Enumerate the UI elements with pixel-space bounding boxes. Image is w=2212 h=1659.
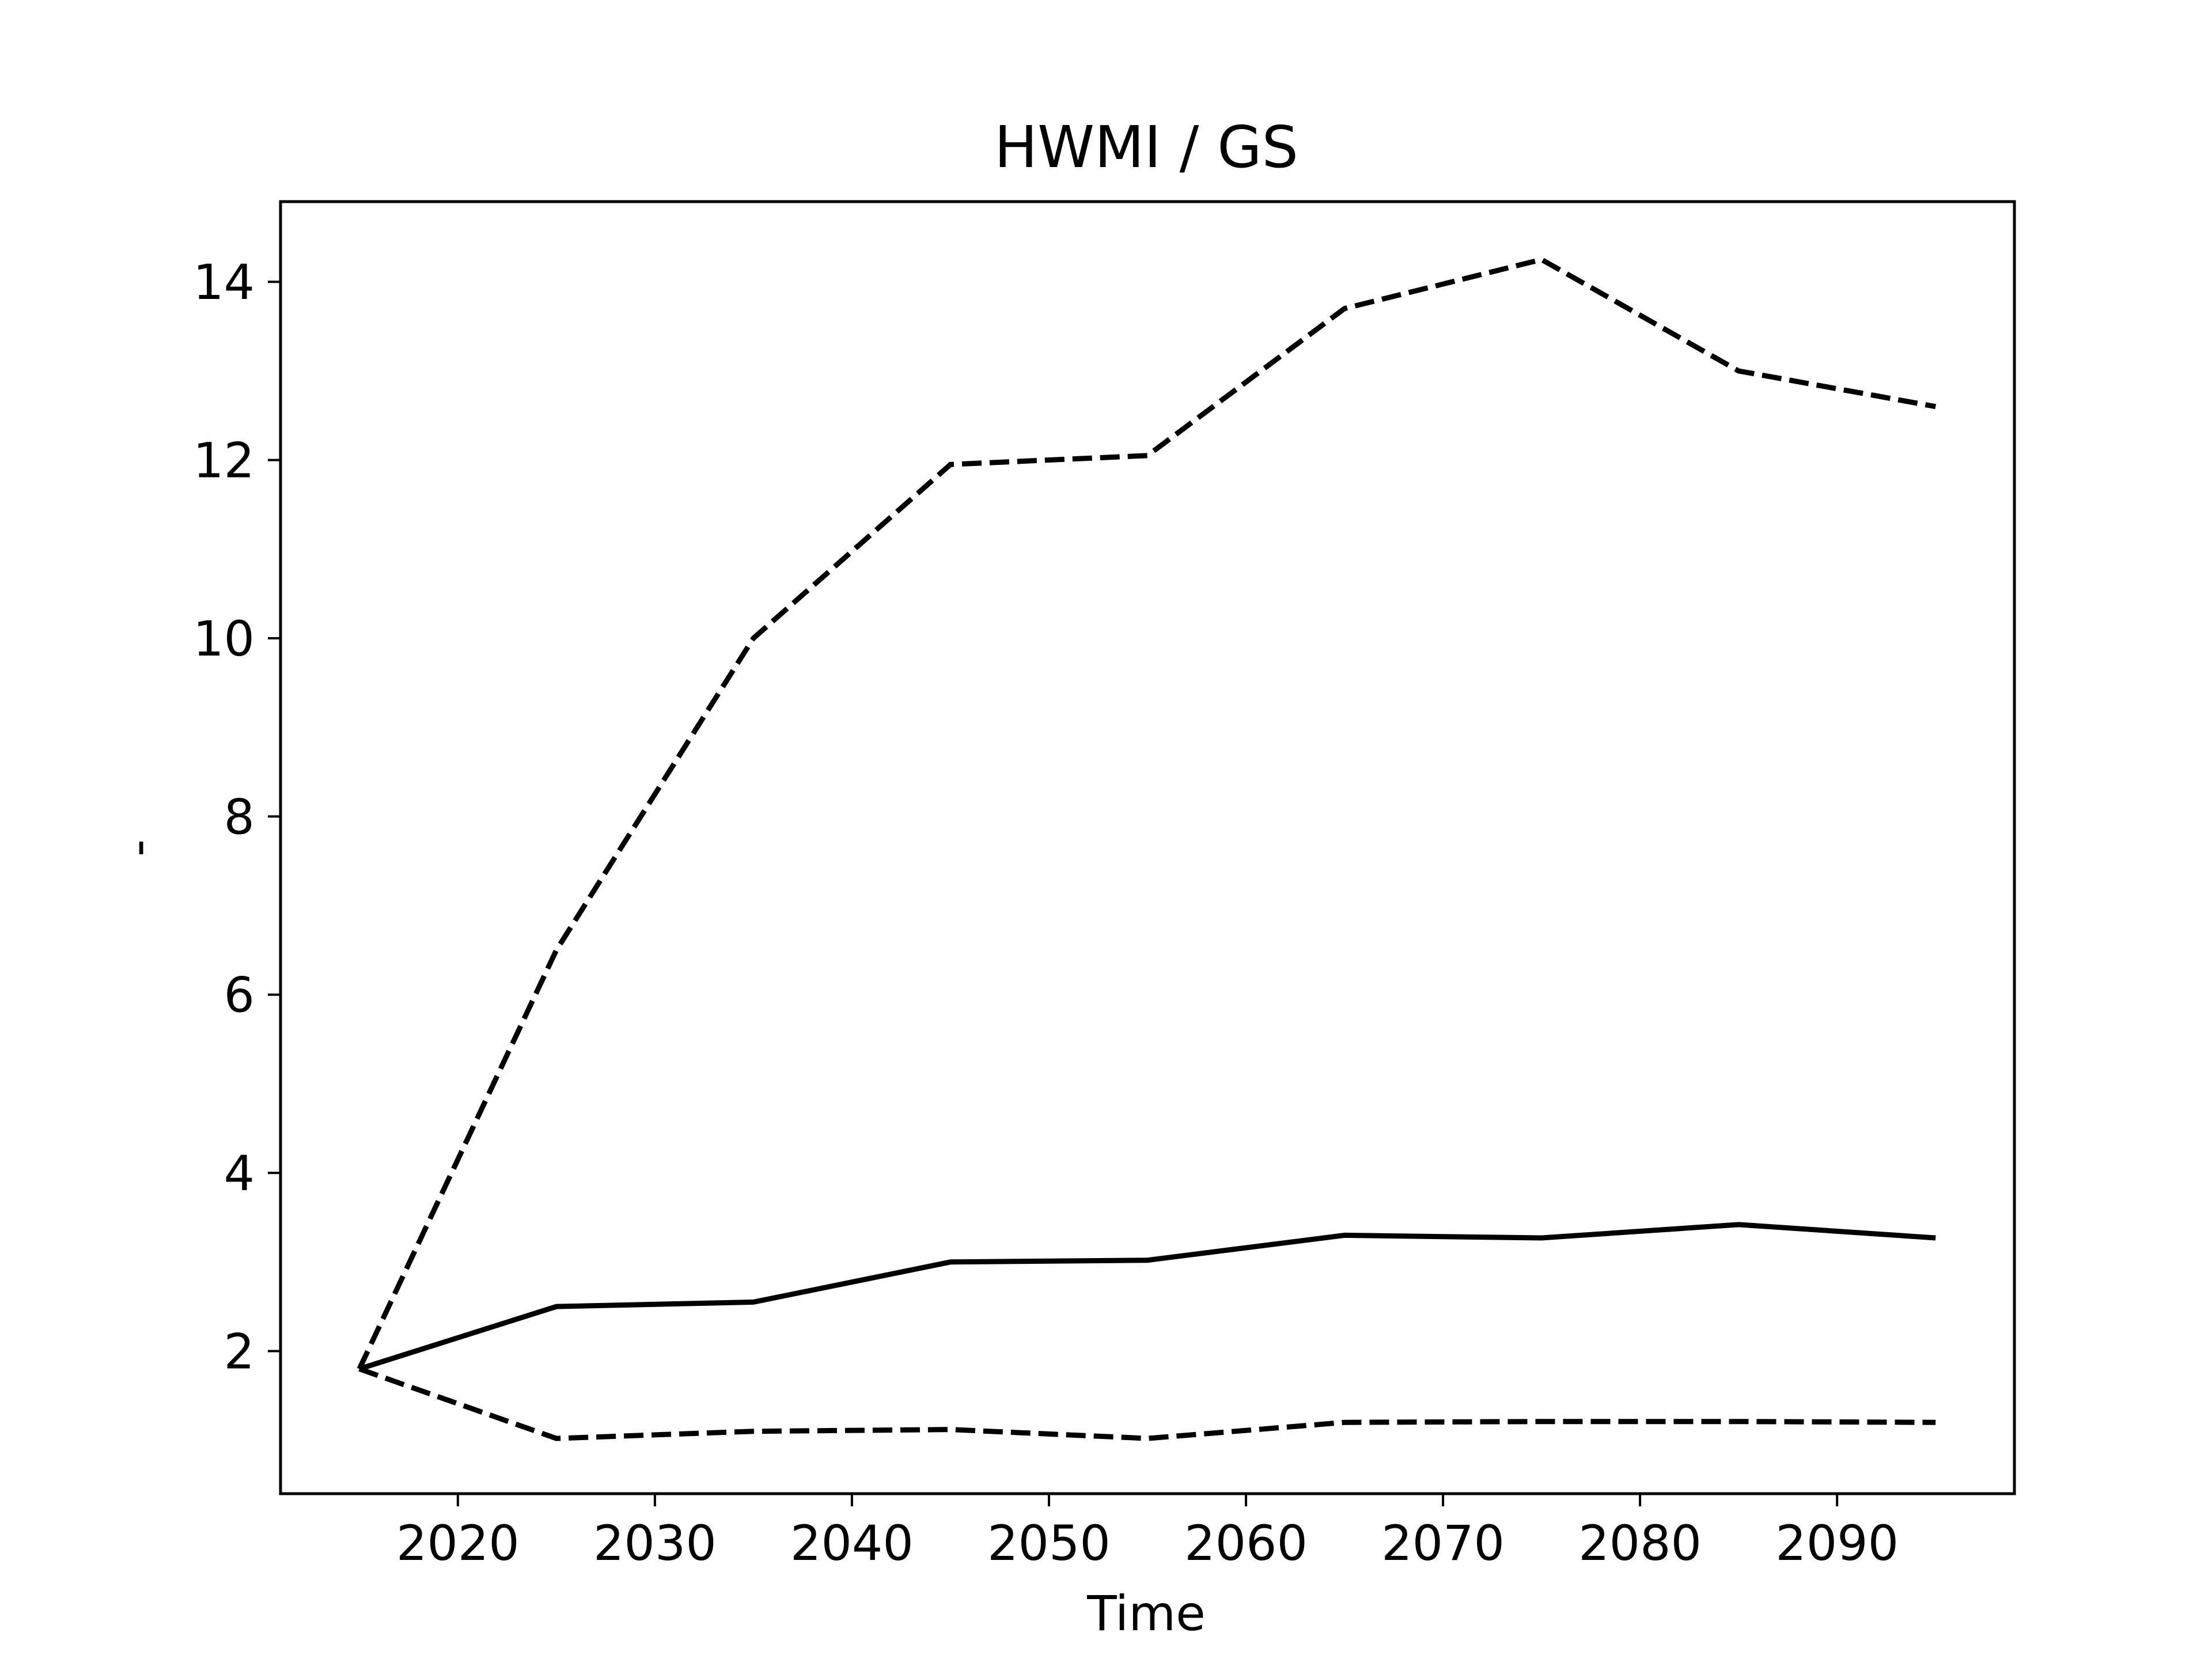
y-tick-label: 14 [193, 254, 255, 310]
y-tick-label: 10 [193, 611, 255, 667]
y-tick-label: 8 [224, 789, 255, 845]
x-tick-label: 2070 [1381, 1515, 1505, 1571]
x-tick-label: 2060 [1184, 1515, 1308, 1571]
data-point [1541, 259, 1542, 260]
chart-title: HWMI / GS [994, 113, 1298, 181]
x-axis-label: Time [1086, 1585, 1206, 1642]
y-tick-label: 4 [224, 1145, 255, 1202]
y-tick-label: 6 [224, 967, 255, 1024]
y-tick-label: 12 [193, 433, 255, 489]
x-tick-label: 2090 [1775, 1515, 1899, 1571]
series-line-lower-dashed-line [358, 1366, 1936, 1441]
x-tick-label: 2030 [593, 1515, 717, 1571]
series-line-upper-dashed-line [357, 256, 1936, 1370]
x-tick-label: 2040 [790, 1515, 914, 1571]
ticks-layer: 2020 2030 2040 2050 2060 2070 2080 2090 2 4 6 8 10 12… [193, 254, 1899, 1571]
y-tick-label: 2 [224, 1323, 255, 1380]
y-axis-label: - [109, 839, 166, 857]
x-tick-label: 2050 [987, 1515, 1111, 1571]
series-line-median-solid-line [358, 1222, 1936, 1372]
plot-frame [279, 200, 2016, 1495]
data-point [1147, 1438, 1148, 1439]
x-tick-label: 2080 [1578, 1515, 1702, 1571]
x-tick-label: 2020 [396, 1515, 520, 1571]
series-layer [357, 256, 1936, 1441]
